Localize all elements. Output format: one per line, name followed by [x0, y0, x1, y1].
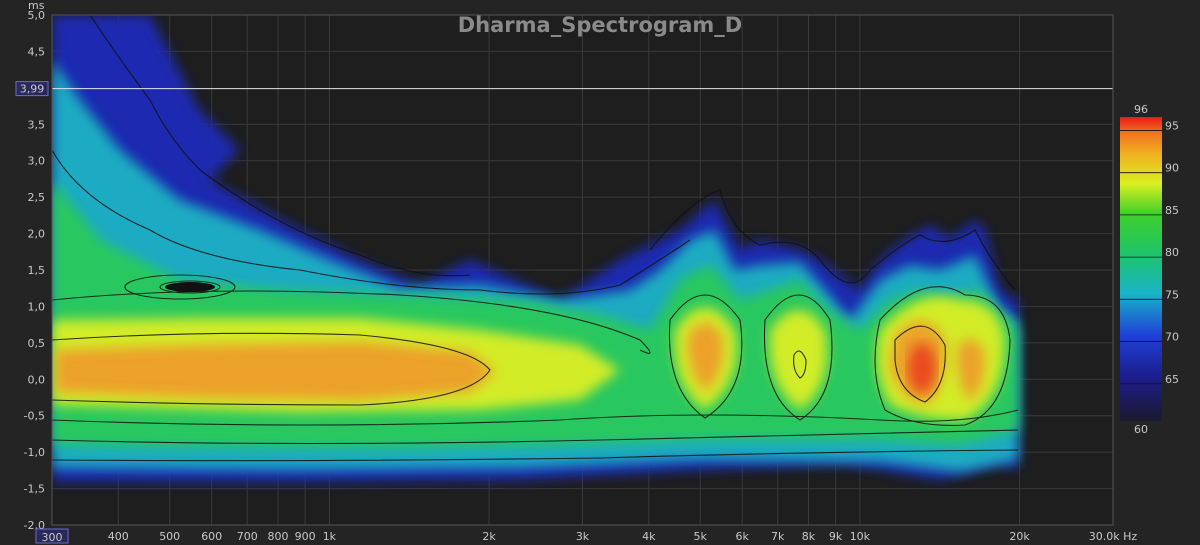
x-tick-label: 3k [576, 530, 590, 543]
dark-spot [165, 282, 215, 292]
level-95-hotspot [908, 343, 936, 393]
y-unit-label: ms [28, 0, 45, 12]
x-tick-label: 8k [802, 530, 816, 543]
y-tick-label: 2,0 [28, 228, 46, 241]
chart-title: Dharma_Spectrogram_D [458, 13, 743, 37]
x-start-marker[interactable] [35, 528, 69, 544]
x-tick-label: 2k [482, 530, 496, 543]
x-tick-label: 9k [829, 530, 843, 543]
y-tick-label: 2,5 [28, 191, 46, 204]
colorbar-level-lines [1120, 130, 1162, 385]
y-tick-label: -0,5 [24, 410, 45, 423]
colorbar-tick-label: 85 [1165, 204, 1179, 217]
x-tick-label: 5k [694, 530, 708, 543]
spectrogram-surface [52, 15, 1019, 482]
colorbar-tick-label: 65 [1165, 373, 1179, 386]
plot-border [51, 14, 1114, 526]
colorbar-tick-label: 90 [1165, 162, 1179, 175]
x-tick-label: 4k [642, 530, 656, 543]
y-tick-label: 5,0 [28, 9, 46, 22]
colorbar-tick-label: 70 [1165, 331, 1179, 344]
contour-lines [52, 15, 1019, 462]
x-tick-label: 300 [42, 531, 63, 544]
x-tick-label: 10k [850, 530, 871, 543]
colorbar-ticks: 96 95 90 85 80 75 70 65 60 [1134, 103, 1179, 436]
x-tick-label: 6k [736, 530, 750, 543]
y-tick-label: 0,5 [28, 337, 46, 350]
x-axis: 300 400 500 600 700 800 900 1k 2k 3k 4k 5k 6k 7k 8k 9k 1… [35, 528, 1138, 544]
y-tick-label: -1,5 [24, 483, 45, 496]
colorbar-tick-label: 95 [1165, 119, 1179, 132]
y-tick-label: 0,0 [28, 373, 46, 386]
x-tick-label: 400 [108, 530, 129, 543]
colorbar [1120, 117, 1162, 421]
y-tick-label: 1,5 [28, 264, 46, 277]
x-tick-label: 7k [771, 530, 785, 543]
x-tick-label: 700 [237, 530, 258, 543]
x-tick-label: 800 [267, 530, 288, 543]
x-tick-label: 20k [1009, 530, 1030, 543]
y-tick-label: 3,0 [28, 155, 46, 168]
cursor-readout-text: 3,99 [20, 83, 45, 96]
x-tick-label: 1k [323, 530, 337, 543]
cursor-readout: 3,99 [15, 81, 49, 97]
x-tick-label: 600 [201, 530, 222, 543]
x-tick-label: 900 [295, 530, 316, 543]
x-tick-label: 30.0k Hz [1089, 530, 1138, 543]
level-90-region [55, 321, 985, 405]
colorbar-tick-label: 80 [1165, 246, 1179, 259]
colorbar-tick-label: 75 [1165, 288, 1179, 301]
y-tick-label: 3,5 [28, 118, 46, 131]
y-axis: 5,0 4,5 3,5 3,0 2,5 2,0 1,5 1,0 0,5 0,0 -0,5 -1,0 -1… [24, 0, 45, 532]
y-tick-label: 1,0 [28, 300, 46, 313]
colorbar-tick-label: 96 [1134, 103, 1148, 116]
colorbar-tick-label: 60 [1134, 423, 1148, 436]
y-tick-label: 4,5 [28, 45, 46, 58]
y-tick-label: -1,0 [24, 446, 45, 459]
cursor-readout-box [15, 81, 49, 97]
x-tick-label: 500 [159, 530, 180, 543]
